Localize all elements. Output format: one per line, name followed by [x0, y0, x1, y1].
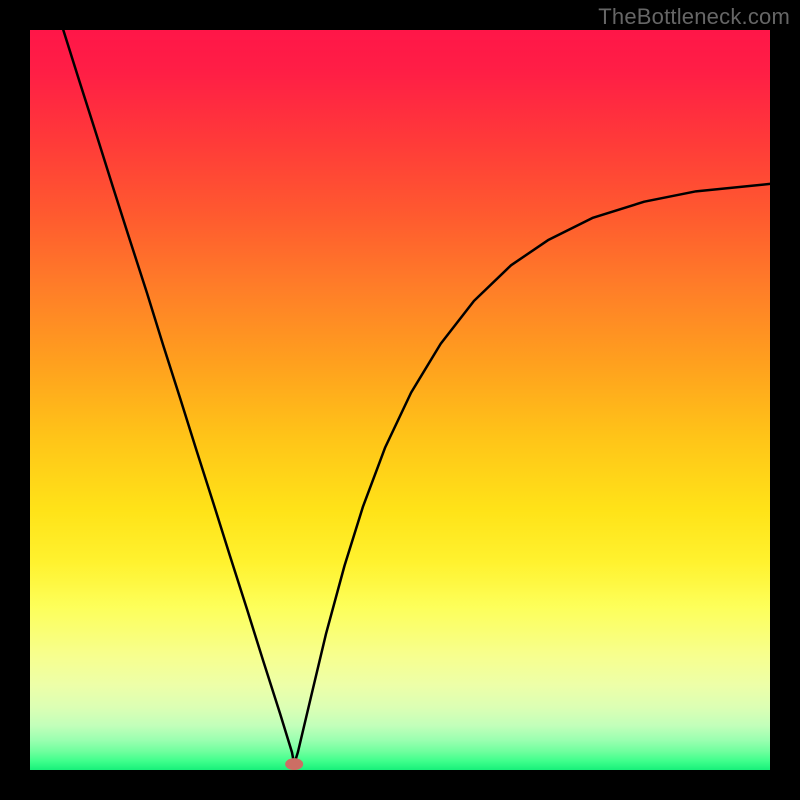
gradient-background [30, 30, 770, 770]
minimum-marker [285, 758, 303, 770]
watermark-text: TheBottleneck.com [598, 4, 790, 30]
plot-area [30, 30, 770, 770]
chart-frame: TheBottleneck.com [0, 0, 800, 800]
chart-svg [30, 30, 770, 770]
